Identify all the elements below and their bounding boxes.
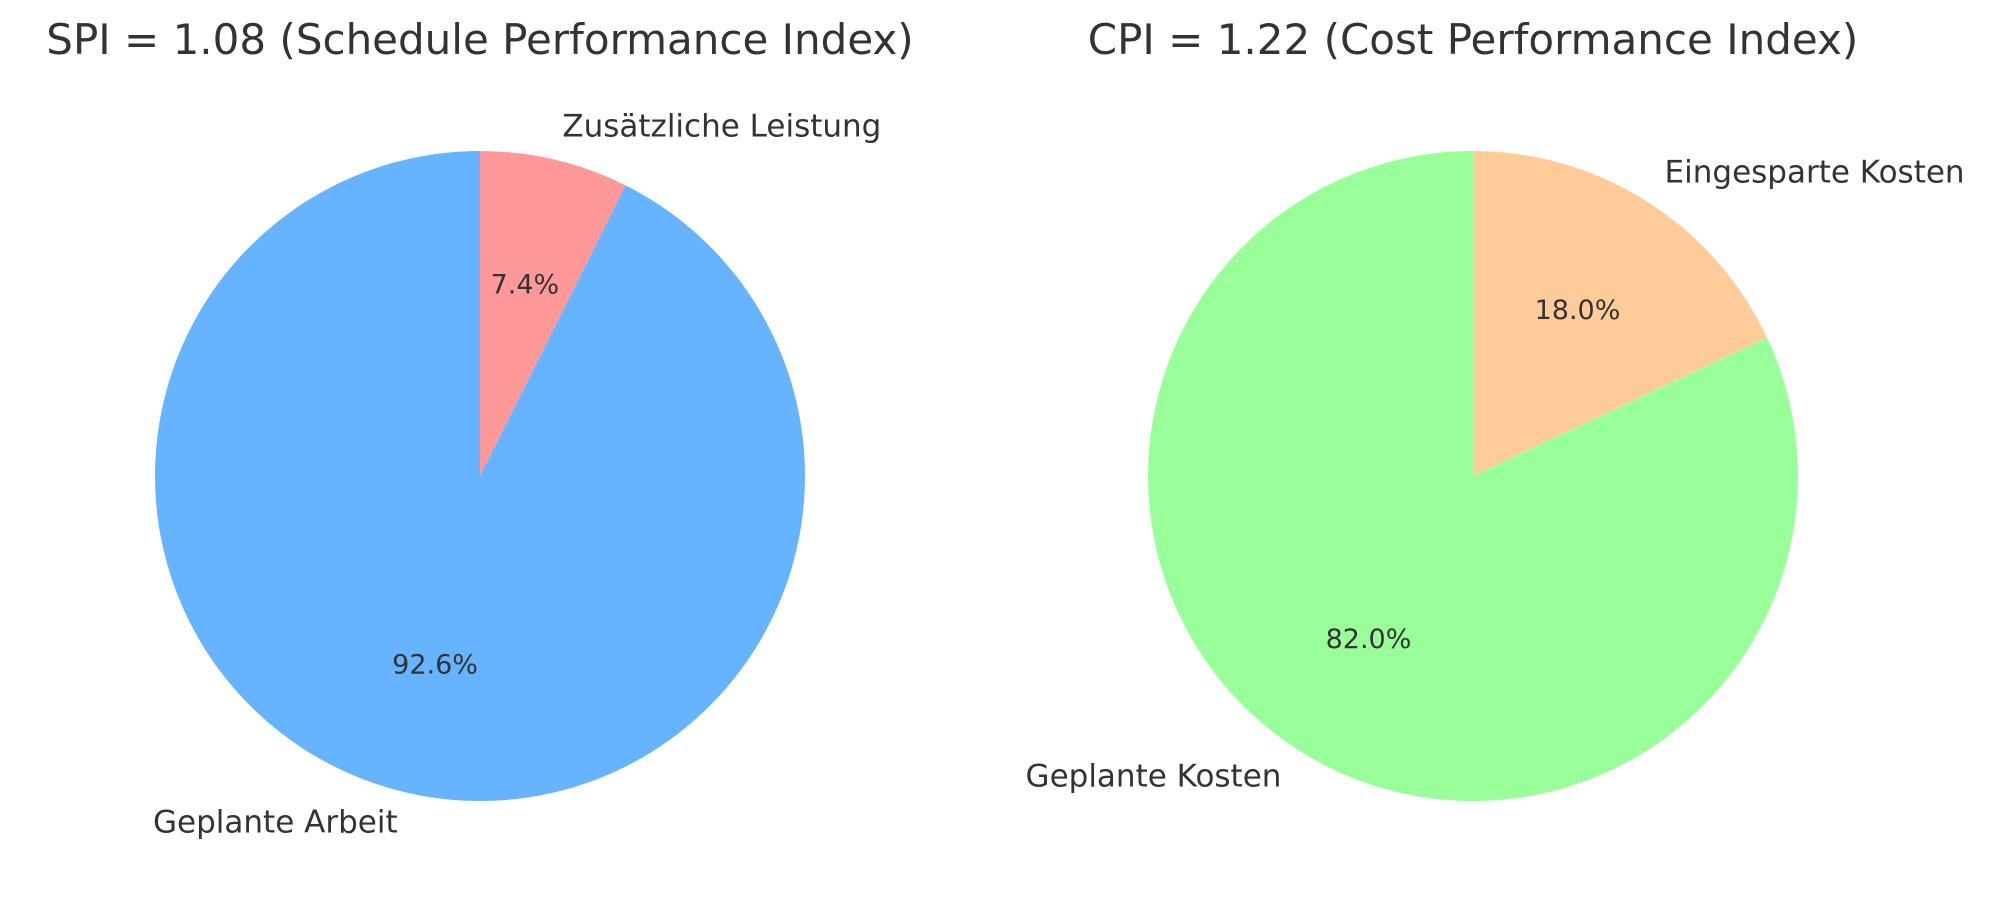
cpi-slice-label-1: Eingesparte Kosten [1665,155,1965,191]
spi-pie-chart: SPI = 1.08 (Schedule Performance Index) … [46,15,913,840]
cpi-slice-label-2: Geplante Kosten [1026,758,1282,794]
spi-chart-title: SPI = 1.08 (Schedule Performance Index) [46,15,913,64]
cpi-slice-percent-2: 82.0% [1326,624,1412,655]
cpi-slice-percent-1: 18.0% [1535,295,1621,326]
cpi-chart-title: CPI = 1.22 (Cost Performance Index) [1088,15,1858,64]
spi-slice-percent-1: 7.4% [491,270,560,301]
spi-slice-label-1: Zusätzliche Leistung [562,109,881,145]
spi-slice-label-2: Geplante Arbeit [153,804,398,840]
spi-slice-percent-2: 92.6% [392,649,478,680]
cpi-pie-chart: CPI = 1.22 (Cost Performance Index) Eing… [1026,15,1965,801]
spi-pie-slice-2 [154,151,805,801]
cpi-pie-slice-1 [1473,151,1768,476]
spi-pie-slice-1 [480,151,626,476]
cpi-pie-slice-2 [1148,151,1799,801]
